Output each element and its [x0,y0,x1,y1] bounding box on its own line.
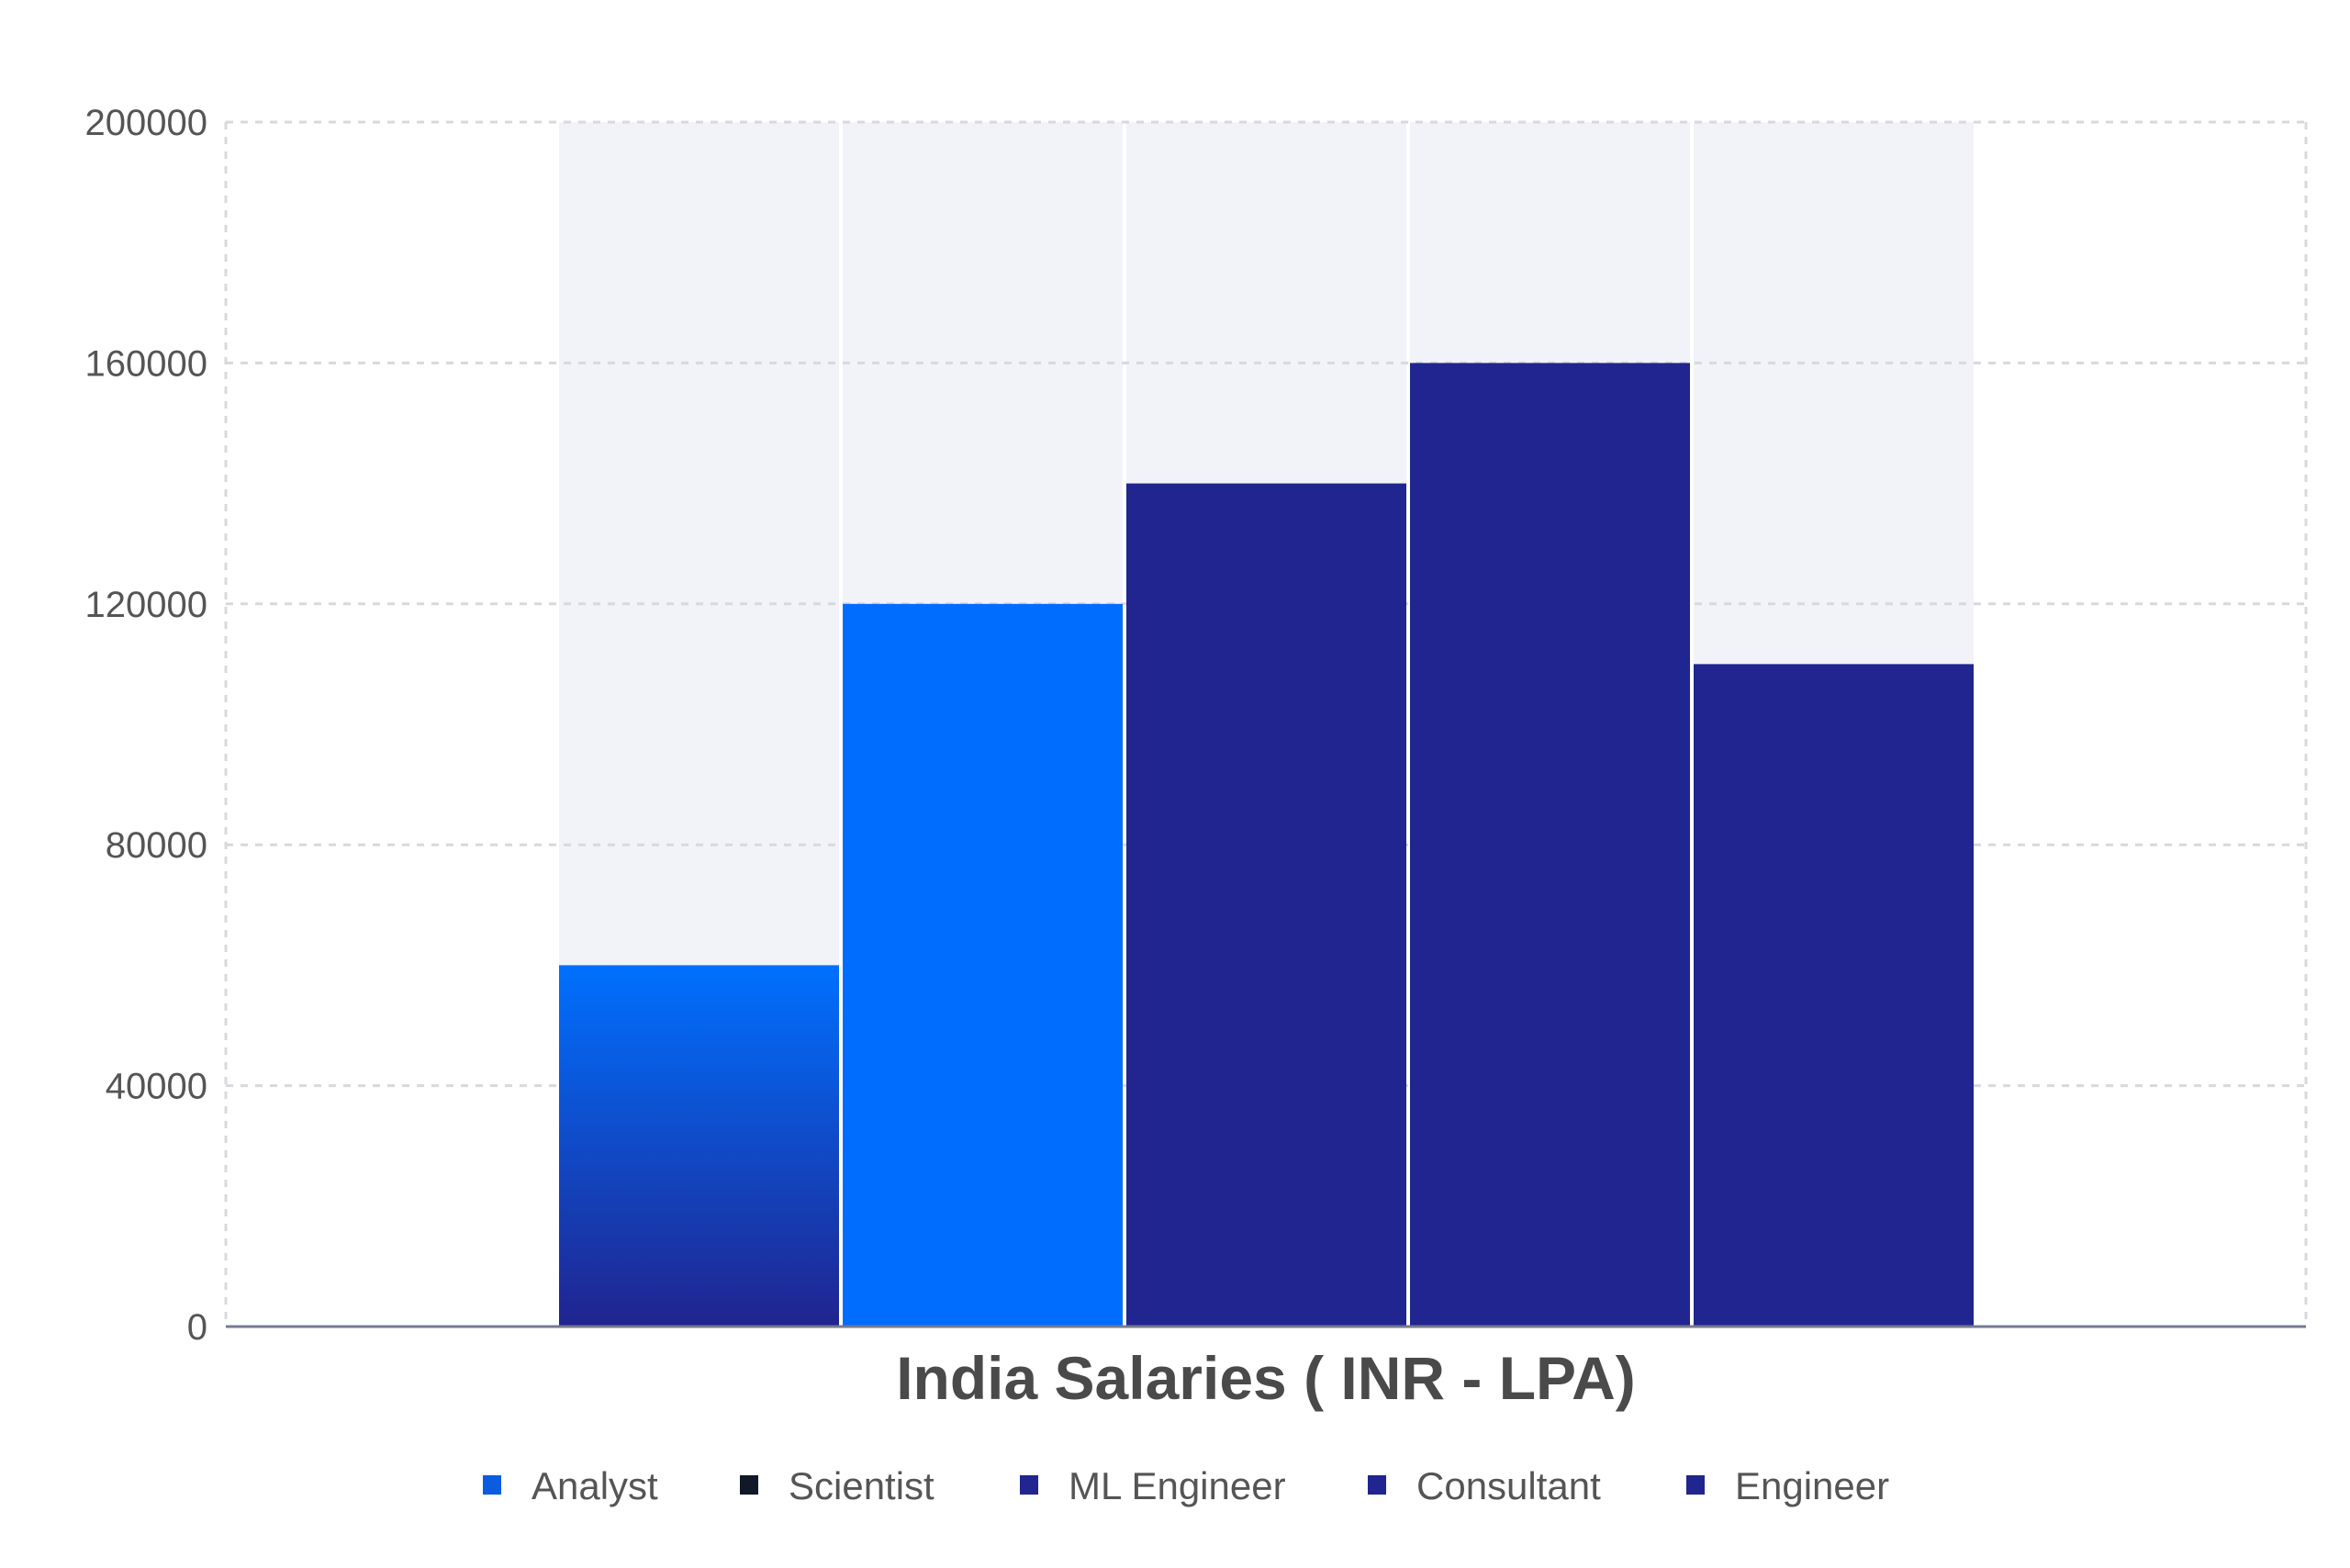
y-tick-label: 0 [187,1307,207,1348]
legend-label: Engineer [1735,1464,1889,1507]
y-tick-label: 200000 [85,103,207,143]
legend-item[interactable]: Engineer [1686,1464,1889,1507]
y-tick-label: 80000 [106,825,207,866]
legend-item[interactable]: Consultant [1368,1464,1601,1507]
legend-swatch [483,1475,501,1495]
bar-scientist[interactable] [843,603,1123,1327]
legend-label: Analyst [532,1464,658,1507]
legend-item[interactable]: Scientist [740,1464,934,1507]
bar-ml-engineer[interactable] [1126,483,1406,1327]
bars [559,363,1974,1327]
y-tick-label: 160000 [85,343,207,384]
bar-analyst[interactable] [559,965,839,1327]
legend-item[interactable]: ML Engineer [1020,1464,1286,1507]
y-tick-label: 120000 [85,585,207,625]
legend: Analyst Scientist ML Engineer Consultant Eng… [483,1464,1889,1507]
legend-item[interactable]: Analyst [483,1464,658,1507]
legend-swatch [740,1475,758,1495]
bar-consultant[interactable] [1410,363,1690,1327]
y-axis-ticks: 0 40000 80000 120000 160000 200000 [85,103,207,1348]
legend-swatch [1020,1475,1038,1495]
y-tick-label: 40000 [106,1067,207,1107]
bar-engineer[interactable] [1694,664,1974,1327]
legend-label: Scientist [789,1464,934,1507]
legend-label: ML Engineer [1069,1464,1286,1507]
legend-swatch [1368,1475,1386,1495]
x-axis-title: India Salaries ( INR - LPA) [896,1344,1636,1412]
legend-label: Consultant [1416,1464,1601,1507]
legend-swatch [1686,1475,1705,1495]
